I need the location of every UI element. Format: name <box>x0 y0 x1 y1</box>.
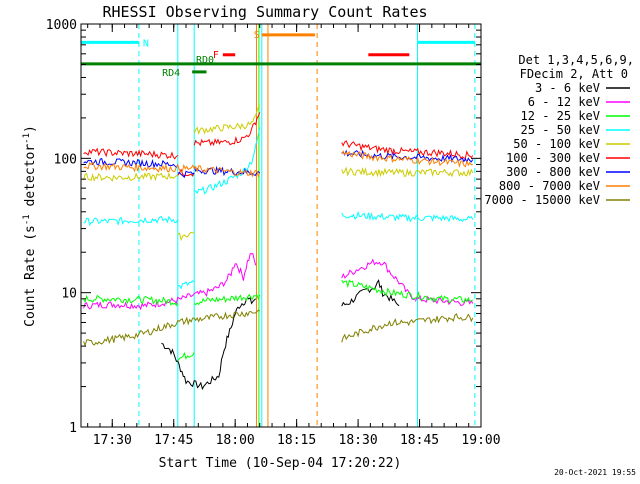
series-100-300-kev-segment-2 <box>193 112 261 147</box>
series-800-7000-kev-segment-1 <box>341 150 473 168</box>
series-800-7000-kev-segment-0 <box>83 161 261 178</box>
series-12-25-kev-segment-0 <box>83 294 179 307</box>
x-tick-label-2: 18:00 <box>216 433 255 448</box>
x-tick-label-1: 17:45 <box>154 433 193 448</box>
y-tick-label-2: 100 <box>54 152 77 167</box>
legend-label-3-6-kev: 3 - 6 keV <box>535 81 600 95</box>
x-tick-label-5: 18:45 <box>400 433 439 448</box>
series-12-25-kev-segment-1 <box>177 351 195 362</box>
series-25-50-kev-segment-0 <box>83 215 179 227</box>
series-50-100-kev-segment-0 <box>83 171 178 182</box>
timestamp: 20-Oct-2021 19:55 <box>554 468 636 477</box>
series-7000-15000-kev-segment-0 <box>83 309 261 348</box>
series-50-100-kev-segment-3 <box>341 166 474 178</box>
legend-label-300-800-kev: 300 - 800 keV <box>506 165 600 179</box>
x-tick-label-3: 18:15 <box>277 433 316 448</box>
legend-label-800-7000-kev: 800 - 7000 keV <box>499 179 600 193</box>
series-6-12-kev-segment-1 <box>341 258 416 301</box>
series-25-50-kev-segment-1 <box>177 280 195 290</box>
series-12-25-kev-segment-2 <box>193 293 261 306</box>
legend-label-25-50-kev: 25 - 50 keV <box>521 123 600 137</box>
series-50-100-kev-segment-1 <box>177 231 195 242</box>
flag-s-label: S <box>254 30 260 41</box>
series-12-25-kev-segment-3 <box>341 279 474 304</box>
series-3-6-kev-segment-1 <box>341 279 400 307</box>
flag-rd0-label: RD0 <box>196 55 214 66</box>
series-100-300-kev-segment-3 <box>341 140 474 159</box>
series-100-300-kev-segment-0 <box>83 147 179 160</box>
series-300-800-kev-segment-2 <box>193 165 261 177</box>
series-25-50-kev-segment-3 <box>341 210 474 223</box>
x-tick-label-6: 19:00 <box>461 433 500 448</box>
y-tick-label-3: 1000 <box>46 18 77 33</box>
legend-label-12-25-kev: 12 - 25 keV <box>521 109 600 123</box>
series-7000-15000-kev-segment-1 <box>341 313 474 343</box>
legend-label-100-300-kev: 100 - 300 keV <box>506 151 600 165</box>
series-50-100-kev-segment-2 <box>193 104 261 136</box>
flag-rd4-label: RD4 <box>162 68 180 79</box>
chart-title: RHESSI Observing Summary Count Rates <box>102 3 427 21</box>
series-6-12-kev-segment-2 <box>414 294 474 307</box>
y-tick-label-0: 1 <box>69 421 77 436</box>
flag-n-label: N <box>143 38 149 49</box>
series-25-50-kev-segment-2 <box>193 127 261 195</box>
legend-label-7000-15000-kev: 7000 - 15000 keV <box>484 193 600 207</box>
series-300-800-kev-segment-0 <box>83 157 179 169</box>
legend-header-line-2: FDecim 2, Att 0 <box>520 67 628 81</box>
axes: 17:30 17:45 18:00 18:15 18:30 18:45 19:00 1 10 10… <box>46 18 501 448</box>
y-tick-label-1: 10 <box>61 287 77 302</box>
x-axis-label: Start Time (10-Sep-04 17:20:22) <box>159 456 402 471</box>
plot-frame <box>80 23 482 428</box>
series-300-800-kev-segment-1 <box>177 170 195 179</box>
legend-label-50-100-kev: 50 - 100 keV <box>513 137 600 151</box>
y-axis-label: Count Rate (s-1 detector-1) <box>22 125 38 327</box>
x-tick-label-0: 17:30 <box>93 433 132 448</box>
legend-header-line-1: Det 1,3,4,5,6,9, <box>518 53 634 67</box>
legend-label-6-12-kev: 6 - 12 keV <box>528 95 600 109</box>
flag-f-label: F <box>213 50 219 61</box>
series-3-6-kev-segment-0 <box>161 296 257 391</box>
x-tick-label-4: 18:30 <box>339 433 378 448</box>
